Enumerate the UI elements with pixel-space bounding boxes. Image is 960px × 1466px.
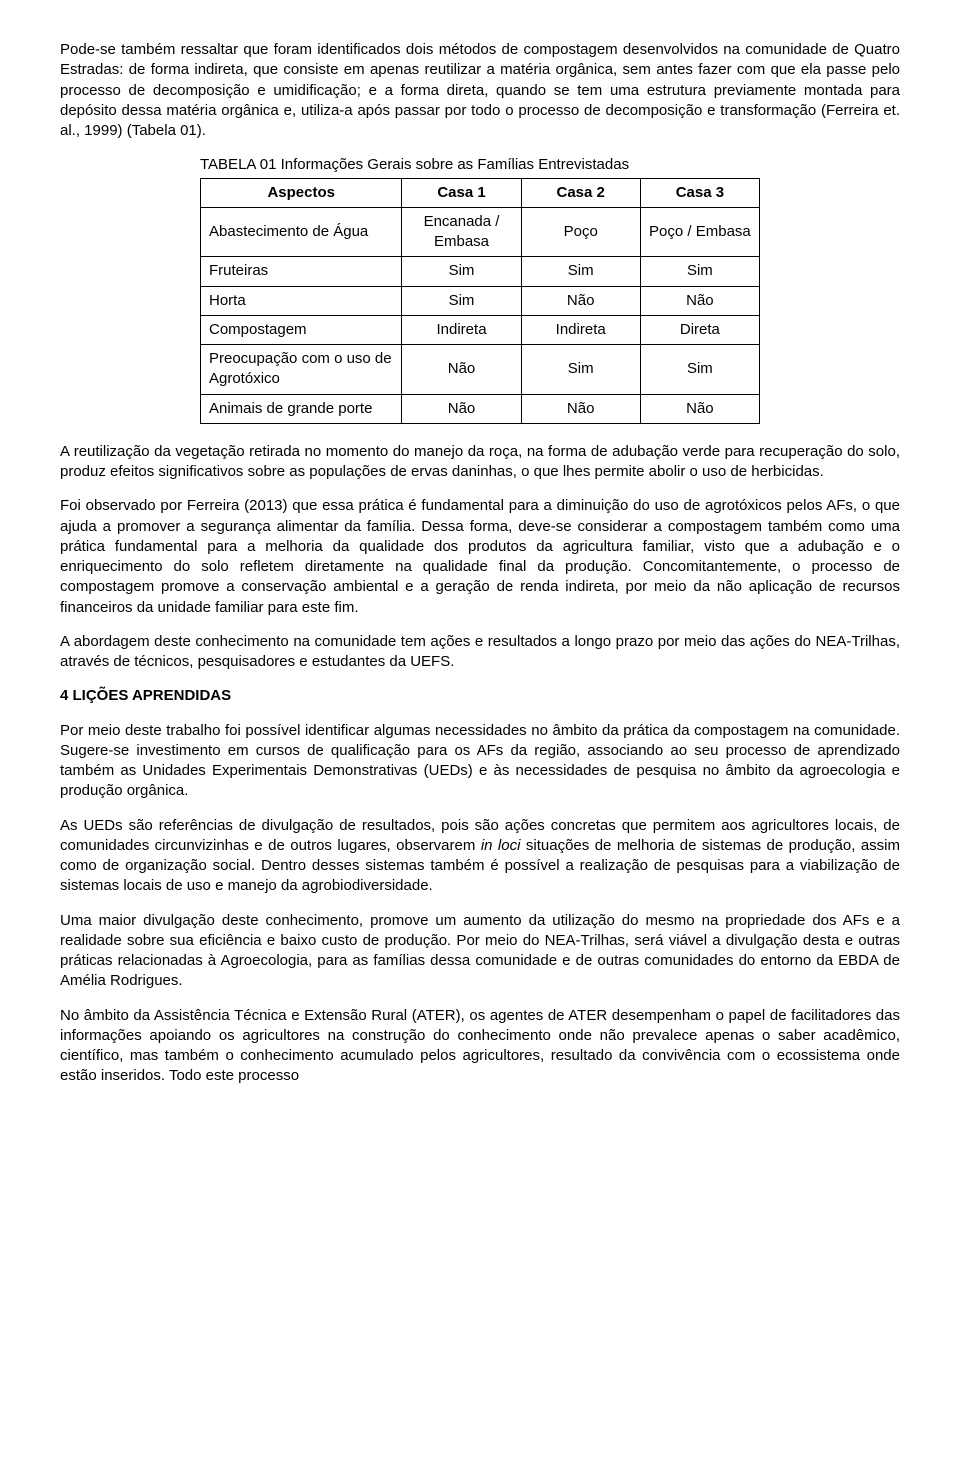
table-region: TABELA 01 Informações Gerais sobre as Fa… xyxy=(60,155,900,424)
paragraph-5: Por meio deste trabalho foi possível ide… xyxy=(60,721,900,802)
section-heading-4: 4 LIÇÕES APRENDIDAS xyxy=(60,686,900,706)
table-row: Fruteiras Sim Sim Sim xyxy=(201,257,760,286)
cell-value: Não xyxy=(640,394,759,423)
cell-value: Direta xyxy=(640,315,759,344)
paragraph-7: Uma maior divulgação deste conhecimento,… xyxy=(60,911,900,992)
table-row: Animais de grande porte Não Não Não xyxy=(201,394,760,423)
families-table: Aspectos Casa 1 Casa 2 Casa 3 Abastecime… xyxy=(200,178,760,424)
cell-value: Poço / Embasa xyxy=(640,207,759,257)
cell-aspect: Horta xyxy=(201,286,402,315)
cell-aspect: Animais de grande porte xyxy=(201,394,402,423)
paragraph-4: A abordagem deste conhecimento na comuni… xyxy=(60,632,900,673)
cell-value: Indireta xyxy=(521,315,640,344)
cell-value: Encanada / Embasa xyxy=(402,207,521,257)
cell-value: Não xyxy=(521,286,640,315)
cell-value: Poço xyxy=(521,207,640,257)
cell-value: Sim xyxy=(640,345,759,395)
document-page: Pode-se também ressaltar que foram ident… xyxy=(0,0,960,1141)
table-row: Horta Sim Não Não xyxy=(201,286,760,315)
table-row: Preocupação com o uso de Agrotóxico Não … xyxy=(201,345,760,395)
cell-value: Não xyxy=(640,286,759,315)
cell-value: Não xyxy=(402,345,521,395)
cell-aspect: Compostagem xyxy=(201,315,402,344)
cell-value: Sim xyxy=(521,345,640,395)
cell-aspect: Fruteiras xyxy=(201,257,402,286)
table-row: Compostagem Indireta Indireta Direta xyxy=(201,315,760,344)
cell-aspect: Preocupação com o uso de Agrotóxico xyxy=(201,345,402,395)
cell-value: Não xyxy=(402,394,521,423)
cell-value: Não xyxy=(521,394,640,423)
cell-value: Sim xyxy=(640,257,759,286)
table-caption: TABELA 01 Informações Gerais sobre as Fa… xyxy=(200,155,760,175)
cell-value: Sim xyxy=(521,257,640,286)
cell-aspect: Abastecimento de Água xyxy=(201,207,402,257)
paragraph-6: As UEDs são referências de divulgação de… xyxy=(60,816,900,897)
cell-value: Sim xyxy=(402,257,521,286)
table-body: Abastecimento de Água Encanada / Embasa … xyxy=(201,207,760,423)
paragraph-2: A reutilização da vegetação retirada no … xyxy=(60,442,900,483)
col-header-casa2: Casa 2 xyxy=(521,178,640,207)
cell-value: Indireta xyxy=(402,315,521,344)
paragraph-6-italic: in loci xyxy=(481,837,521,854)
paragraph-1: Pode-se também ressaltar que foram ident… xyxy=(60,40,900,141)
table-header-row: Aspectos Casa 1 Casa 2 Casa 3 xyxy=(201,178,760,207)
paragraph-3: Foi observado por Ferreira (2013) que es… xyxy=(60,496,900,618)
col-header-aspectos: Aspectos xyxy=(201,178,402,207)
cell-value: Sim xyxy=(402,286,521,315)
col-header-casa3: Casa 3 xyxy=(640,178,759,207)
table-row: Abastecimento de Água Encanada / Embasa … xyxy=(201,207,760,257)
paragraph-8: No âmbito da Assistência Técnica e Exten… xyxy=(60,1006,900,1087)
col-header-casa1: Casa 1 xyxy=(402,178,521,207)
